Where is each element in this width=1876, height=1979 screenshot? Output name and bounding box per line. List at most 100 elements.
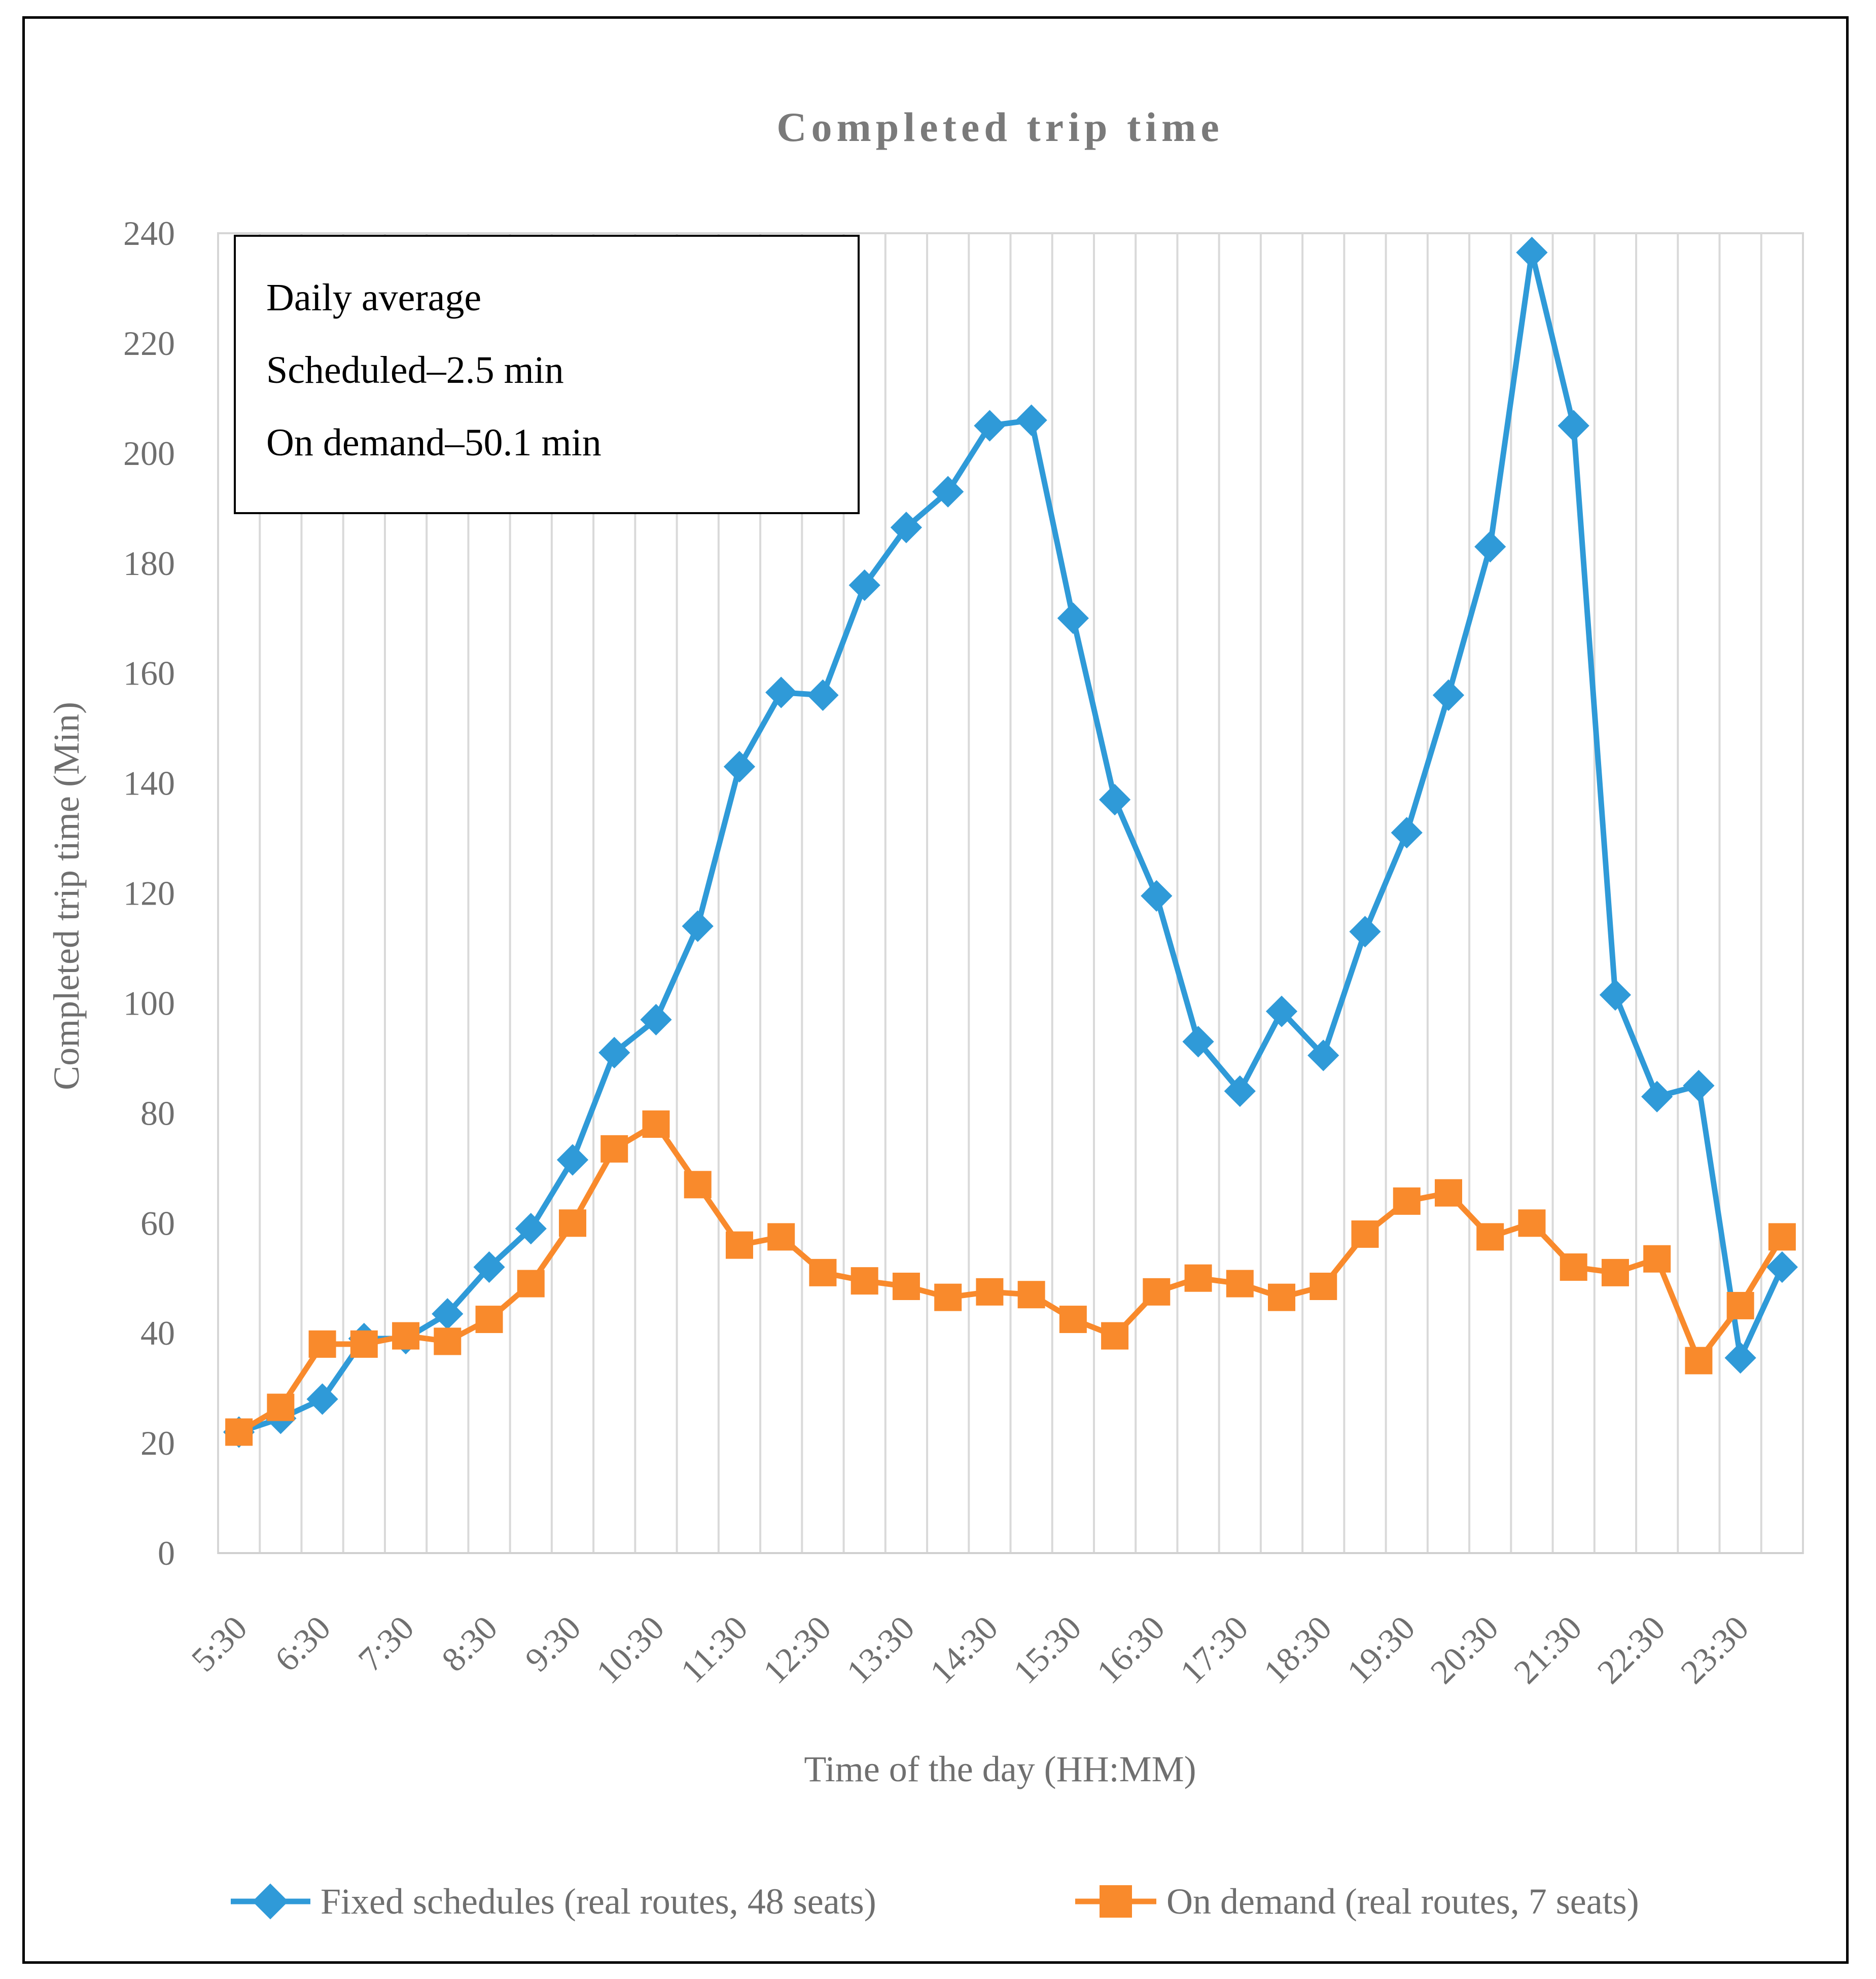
data-point-diamond (432, 1298, 464, 1330)
x-axis-ticks: 5:30 6:30 7:30 8:30 9:30 10:30 11:30 12:30 13:30… (184, 1608, 1756, 1691)
y-axis-title: Completed trip time (Min) (46, 702, 87, 1090)
annotation-line-2: Scheduled–2.5 min (266, 349, 564, 391)
x-tick-label: 6:30 (267, 1608, 338, 1679)
data-point-square (725, 1231, 753, 1259)
data-point-diamond (1307, 1039, 1339, 1071)
y-tick-label: 100 (123, 984, 175, 1022)
x-tick-label: 17:30 (1173, 1608, 1255, 1691)
data-point-square (851, 1267, 878, 1295)
data-point-diamond (1766, 1251, 1798, 1283)
x-tick-label: 22:30 (1590, 1608, 1673, 1691)
data-point-square (1351, 1220, 1379, 1248)
data-point-diamond (723, 750, 756, 783)
data-point-diamond (807, 679, 839, 711)
data-point-square (1143, 1278, 1171, 1306)
data-point-diamond (1683, 1069, 1715, 1102)
data-point-square (434, 1327, 462, 1355)
data-point-diamond (473, 1251, 505, 1283)
data-point-square (1226, 1270, 1254, 1298)
data-point-square (1184, 1264, 1212, 1292)
data-point-square (392, 1322, 420, 1350)
legend-square-icon (1100, 1885, 1132, 1918)
data-point-square (350, 1330, 378, 1358)
data-point-square (1643, 1245, 1671, 1273)
x-tick-label: 5:30 (184, 1608, 254, 1679)
data-point-square (1059, 1306, 1087, 1334)
y-tick-label: 40 (140, 1314, 175, 1352)
annotation-line-1: Daily average (266, 276, 481, 319)
data-point-diamond (1474, 531, 1506, 563)
data-point-diamond (1182, 1026, 1214, 1058)
data-point-square (1768, 1223, 1796, 1251)
data-point-square (559, 1209, 587, 1237)
data-point-square (809, 1258, 837, 1286)
x-tick-label: 13:30 (839, 1608, 922, 1691)
x-tick-label: 10:30 (589, 1608, 671, 1691)
legend-diamond-icon (252, 1883, 289, 1920)
data-point-square (1309, 1272, 1337, 1300)
data-point-diamond (1432, 679, 1465, 711)
x-tick-label: 12:30 (756, 1608, 838, 1691)
data-point-square (1726, 1291, 1754, 1319)
legend-label-fixed-schedules: Fixed schedules (real routes, 48 seats) (321, 1881, 876, 1922)
data-point-square (225, 1418, 253, 1446)
legend-item-on-demand: On demand (real routes, 7 seats) (1075, 1881, 1639, 1922)
data-series (223, 236, 1798, 1448)
y-tick-label: 20 (140, 1424, 175, 1462)
legend-label-on-demand: On demand (real routes, 7 seats) (1166, 1881, 1639, 1922)
data-point-diamond (556, 1144, 589, 1176)
annotation-box: Daily average Scheduled–2.5 min On deman… (234, 235, 860, 514)
data-point-diamond (1516, 236, 1548, 269)
data-point-square (934, 1283, 962, 1311)
x-tick-label: 18:30 (1256, 1608, 1339, 1691)
x-tick-label: 11:30 (673, 1608, 755, 1690)
y-tick-label: 220 (123, 324, 175, 363)
x-tick-label: 14:30 (923, 1608, 1005, 1691)
data-point-square (267, 1393, 295, 1421)
data-point-diamond (1349, 916, 1381, 948)
data-point-square (517, 1270, 545, 1298)
data-point-square (1393, 1187, 1421, 1215)
x-tick-label: 7:30 (350, 1608, 421, 1679)
x-axis-title: Time of the day (HH:MM) (804, 1749, 1196, 1789)
y-axis-ticks: 0 20 40 60 80 100 120 140 160 180 200 220 240 (123, 214, 175, 1572)
data-point-diamond (1558, 410, 1589, 442)
data-point-square (475, 1306, 503, 1334)
data-point-square (1268, 1283, 1296, 1311)
x-tick-label: 21:30 (1506, 1608, 1589, 1691)
data-point-diamond (682, 910, 714, 942)
data-point-square (600, 1135, 628, 1163)
data-point-square (1601, 1258, 1629, 1286)
y-tick-label: 120 (123, 874, 175, 913)
data-point-diamond (1599, 979, 1632, 1011)
data-point-square (1560, 1253, 1587, 1281)
data-point-diamond (1641, 1081, 1673, 1112)
legend-item-fixed-schedules: Fixed schedules (real routes, 48 seats) (231, 1881, 876, 1922)
y-tick-label: 80 (140, 1094, 175, 1132)
data-point-diamond (974, 410, 1006, 442)
data-point-diamond (765, 676, 797, 708)
x-tick-label: 23:30 (1673, 1608, 1756, 1691)
data-point-diamond (1391, 817, 1423, 849)
y-tick-label: 60 (140, 1204, 175, 1242)
data-point-square (684, 1171, 712, 1199)
series-on-demand (225, 1110, 1796, 1446)
data-point-square (892, 1272, 920, 1300)
annotation-line-3: On demand–50.1 min (266, 421, 601, 464)
data-point-diamond (1015, 404, 1047, 436)
y-tick-label: 180 (123, 544, 175, 583)
data-point-square (642, 1110, 670, 1138)
x-tick-label: 15:30 (1006, 1608, 1088, 1691)
data-point-square (1476, 1223, 1504, 1251)
data-point-diamond (1724, 1342, 1756, 1374)
data-point-square (976, 1278, 1004, 1306)
data-point-square (1101, 1322, 1129, 1350)
y-tick-label: 0 (158, 1534, 175, 1572)
data-point-diamond (1224, 1075, 1256, 1107)
chart-title: Completed trip time (776, 104, 1224, 150)
x-tick-label: 19:30 (1339, 1608, 1422, 1691)
x-tick-label: 20:30 (1423, 1608, 1506, 1691)
data-point-square (1518, 1209, 1546, 1237)
data-point-diamond (1057, 602, 1089, 634)
x-tick-label: 16:30 (1089, 1608, 1172, 1691)
